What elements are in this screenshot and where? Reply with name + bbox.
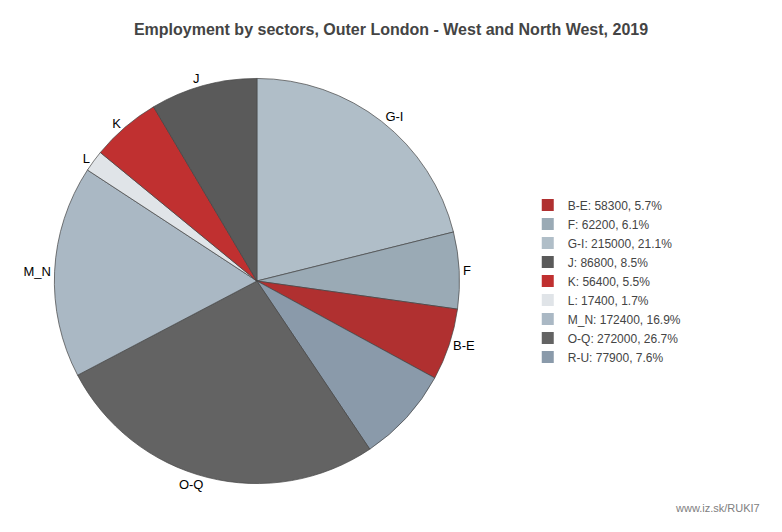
svg-text:K: 56400, 5.5%: K: 56400, 5.5% [568, 275, 650, 289]
svg-text:L: L [83, 151, 90, 166]
svg-text:F: F [463, 263, 471, 278]
svg-text:G-I: 215000, 21.1%: G-I: 215000, 21.1% [568, 237, 672, 251]
svg-text:F: 62200, 6.1%: F: 62200, 6.1% [568, 218, 650, 232]
svg-text:G-I: G-I [385, 109, 403, 124]
svg-text:L: 17400, 1.7%: L: 17400, 1.7% [568, 294, 649, 308]
svg-text:M_N: M_N [23, 264, 50, 279]
svg-text:B-E: 58300, 5.7%: B-E: 58300, 5.7% [568, 199, 662, 213]
svg-text:www.iz.sk/RUKI7: www.iz.sk/RUKI7 [675, 502, 760, 514]
svg-text:O-Q: 272000, 26.7%: O-Q: 272000, 26.7% [568, 332, 678, 346]
svg-text:R-U: 77900, 7.6%: R-U: 77900, 7.6% [568, 351, 664, 365]
svg-text:O-Q: O-Q [179, 477, 204, 492]
svg-text:B-E: B-E [453, 338, 475, 353]
svg-text:Employment by sectors, Outer L: Employment by sectors, Outer London - We… [134, 21, 648, 38]
svg-text:J: J [193, 71, 200, 86]
svg-text:J: 86800, 8.5%: J: 86800, 8.5% [568, 256, 648, 270]
svg-text:K: K [112, 116, 121, 131]
svg-text:M_N: 172400, 16.9%: M_N: 172400, 16.9% [568, 313, 681, 327]
